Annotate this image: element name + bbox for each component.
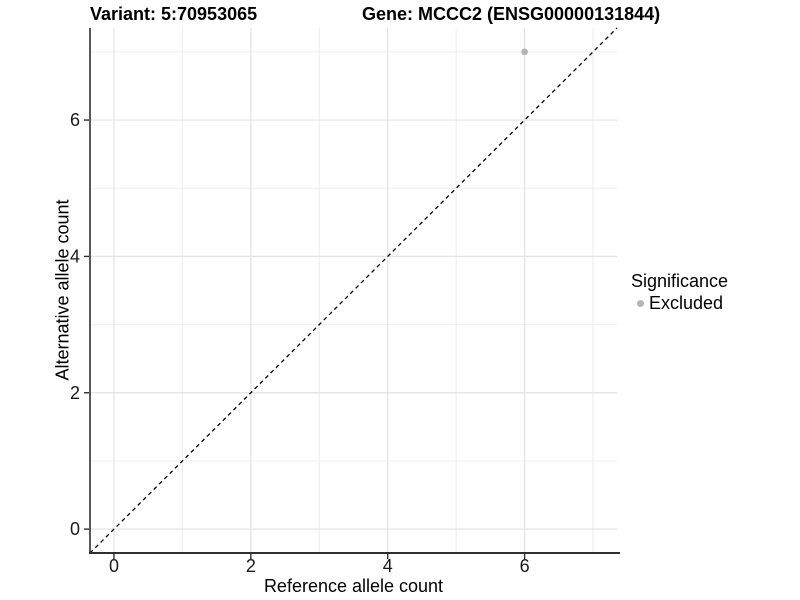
x-tick-label: 4	[383, 556, 393, 576]
legend-point-icon	[637, 300, 644, 307]
y-tick-label: 6	[70, 110, 80, 130]
y-tick-label: 4	[70, 246, 80, 266]
legend: Significance Excluded	[631, 271, 728, 314]
y-axis-label: Alternative allele count	[52, 199, 73, 381]
legend-item: Excluded	[637, 293, 728, 314]
identity-dashed-line	[89, 27, 618, 554]
legend-item-label: Excluded	[649, 293, 724, 313]
x-tick-label: 0	[109, 556, 119, 576]
x-tick-label: 2	[246, 556, 256, 576]
variant-title: Variant: 5:70953065	[90, 4, 258, 24]
x-axis-label: Reference allele count	[263, 576, 444, 596]
gene-title: Gene: MCCC2 (ENSG00000131844)	[362, 4, 661, 24]
data-point	[521, 48, 529, 56]
legend-title: Significance	[631, 271, 729, 291]
x-tick-label: 6	[520, 556, 530, 576]
y-tick-label: 2	[70, 383, 80, 403]
y-tick-label: 0	[70, 519, 80, 539]
